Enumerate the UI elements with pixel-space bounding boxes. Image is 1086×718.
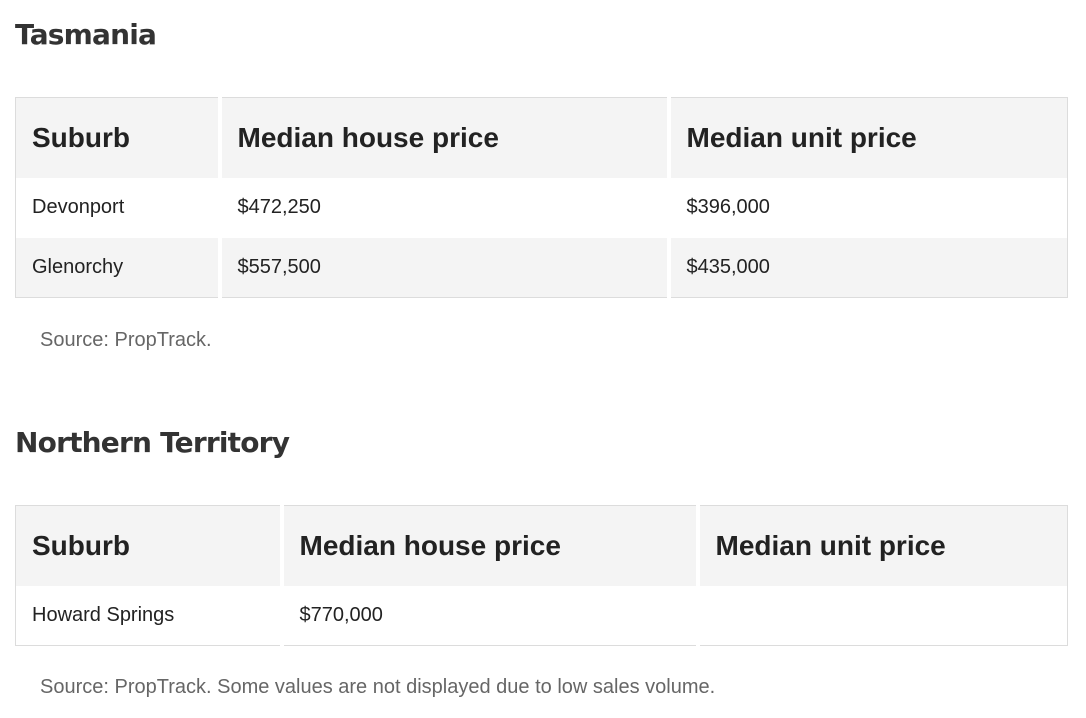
header-suburb: Suburb [15, 97, 222, 178]
unit-price-cell [697, 585, 1068, 646]
unit-price-cell: $396,000 [668, 177, 1068, 238]
northern-territory-source-note: Source: PropTrack. Some values are not d… [40, 676, 716, 698]
tasmania-section: Tasmania Suburb Median house price Media… [15, 0, 1068, 360]
house-price-cell: $770,000 [281, 585, 700, 646]
suburb-cell: Glenorchy [15, 237, 222, 298]
house-price-cell: $472,250 [219, 177, 671, 238]
header-median-house-price: Median house price [219, 97, 671, 178]
suburb-cell: Howard Springs [15, 585, 284, 646]
tasmania-price-table: Suburb Median house price Median unit pr… [15, 97, 1068, 298]
header-suburb: Suburb [15, 505, 284, 586]
table-row: Devonport $472,250 $396,000 [15, 177, 1068, 238]
suburb-cell: Devonport [15, 177, 222, 238]
table-row: Howard Springs $770,000 [15, 585, 1068, 646]
northern-territory-section: Northern Territory Suburb Median house p… [15, 408, 1068, 718]
table-row: Glenorchy $557,500 $435,000 [15, 237, 1068, 298]
tasmania-source-note: Source: PropTrack. [40, 329, 212, 351]
table-header-row: Suburb Median house price Median unit pr… [15, 97, 1068, 178]
northern-territory-price-table: Suburb Median house price Median unit pr… [15, 505, 1068, 646]
unit-price-cell: $435,000 [668, 237, 1068, 298]
header-median-unit-price: Median unit price [697, 505, 1068, 586]
northern-territory-title: Northern Territory [15, 426, 290, 459]
house-price-cell: $557,500 [219, 237, 671, 298]
tasmania-title: Tasmania [15, 18, 157, 51]
header-median-house-price: Median house price [281, 505, 700, 586]
table-header-row: Suburb Median house price Median unit pr… [15, 505, 1068, 586]
header-median-unit-price: Median unit price [668, 97, 1068, 178]
